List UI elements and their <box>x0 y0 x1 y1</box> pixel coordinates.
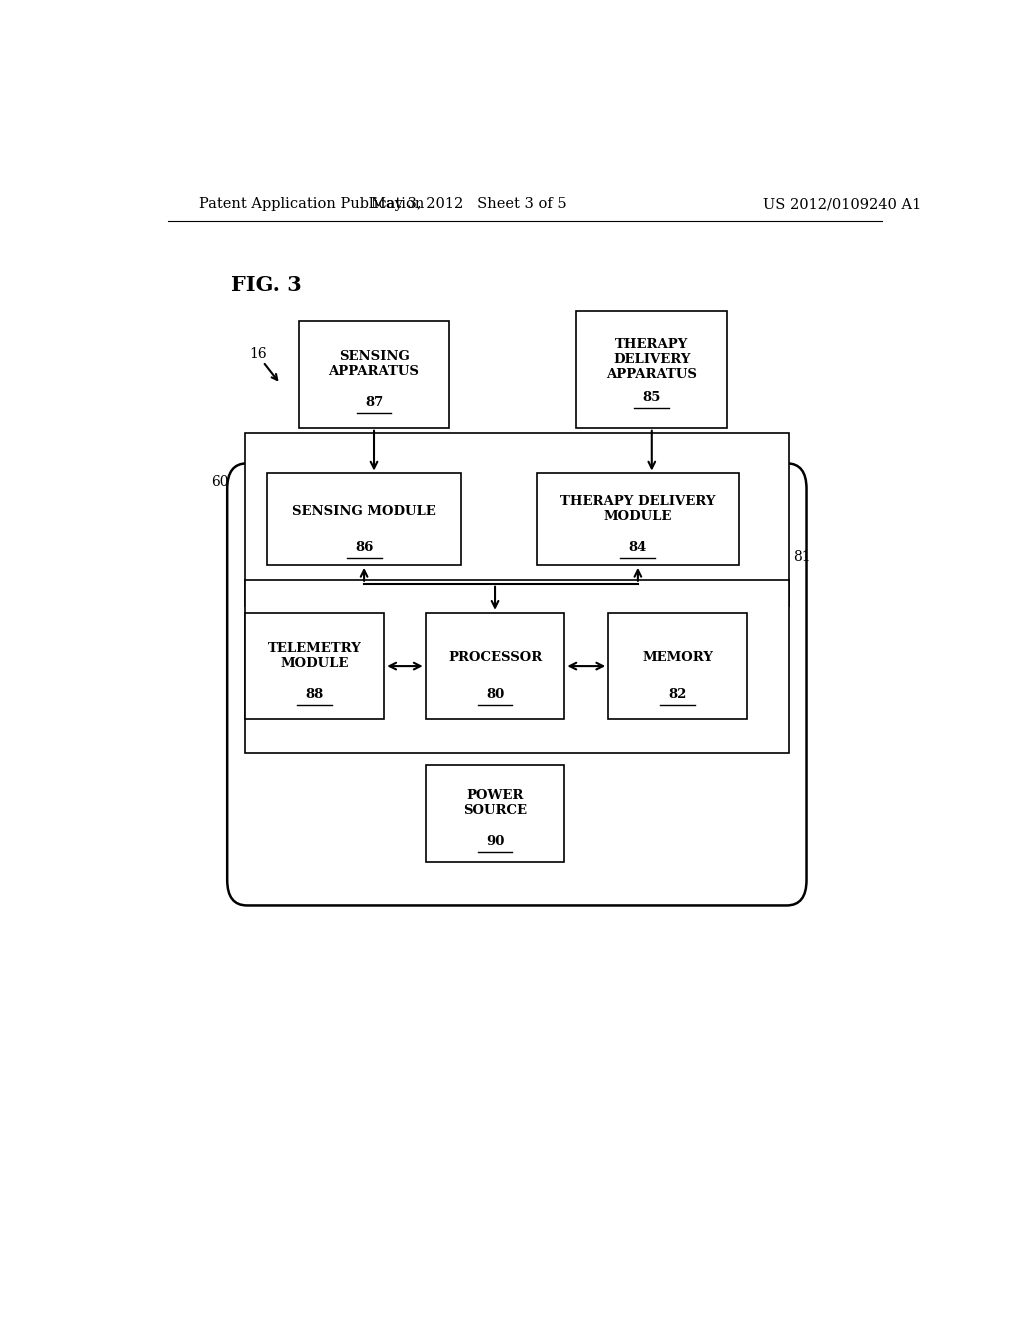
FancyBboxPatch shape <box>227 463 807 906</box>
Text: 60: 60 <box>211 475 228 488</box>
Text: 84: 84 <box>629 541 647 554</box>
Text: Patent Application Publication: Patent Application Publication <box>200 197 425 211</box>
FancyBboxPatch shape <box>246 581 790 752</box>
Text: MEMORY: MEMORY <box>642 652 713 664</box>
Text: May 3, 2012   Sheet 3 of 5: May 3, 2012 Sheet 3 of 5 <box>372 197 567 211</box>
Text: 81: 81 <box>793 550 811 564</box>
Text: THERAPY DELIVERY
MODULE: THERAPY DELIVERY MODULE <box>560 495 716 523</box>
Text: TELEMETRY
MODULE: TELEMETRY MODULE <box>268 642 361 671</box>
Text: 88: 88 <box>306 688 324 701</box>
FancyBboxPatch shape <box>426 612 564 719</box>
FancyBboxPatch shape <box>246 612 384 719</box>
FancyBboxPatch shape <box>267 474 461 565</box>
Text: US 2012/0109240 A1: US 2012/0109240 A1 <box>763 197 922 211</box>
FancyBboxPatch shape <box>299 321 450 428</box>
Text: SENSING MODULE: SENSING MODULE <box>292 504 436 517</box>
Text: FIG. 3: FIG. 3 <box>231 276 302 296</box>
Text: SENSING
APPARATUS: SENSING APPARATUS <box>329 350 420 379</box>
FancyBboxPatch shape <box>426 766 564 862</box>
Text: 90: 90 <box>485 836 504 849</box>
Text: 86: 86 <box>355 541 374 554</box>
Text: POWER
SOURCE: POWER SOURCE <box>463 789 527 817</box>
Text: 16: 16 <box>250 347 267 360</box>
FancyBboxPatch shape <box>246 433 790 606</box>
Text: 80: 80 <box>486 688 504 701</box>
Text: PROCESSOR: PROCESSOR <box>447 652 542 664</box>
Text: THERAPY
DELIVERY
APPARATUS: THERAPY DELIVERY APPARATUS <box>606 338 697 380</box>
Text: 82: 82 <box>669 688 687 701</box>
FancyBboxPatch shape <box>577 312 727 428</box>
Text: 85: 85 <box>643 391 660 404</box>
FancyBboxPatch shape <box>537 474 739 565</box>
FancyBboxPatch shape <box>608 612 748 719</box>
Text: 87: 87 <box>365 396 383 409</box>
